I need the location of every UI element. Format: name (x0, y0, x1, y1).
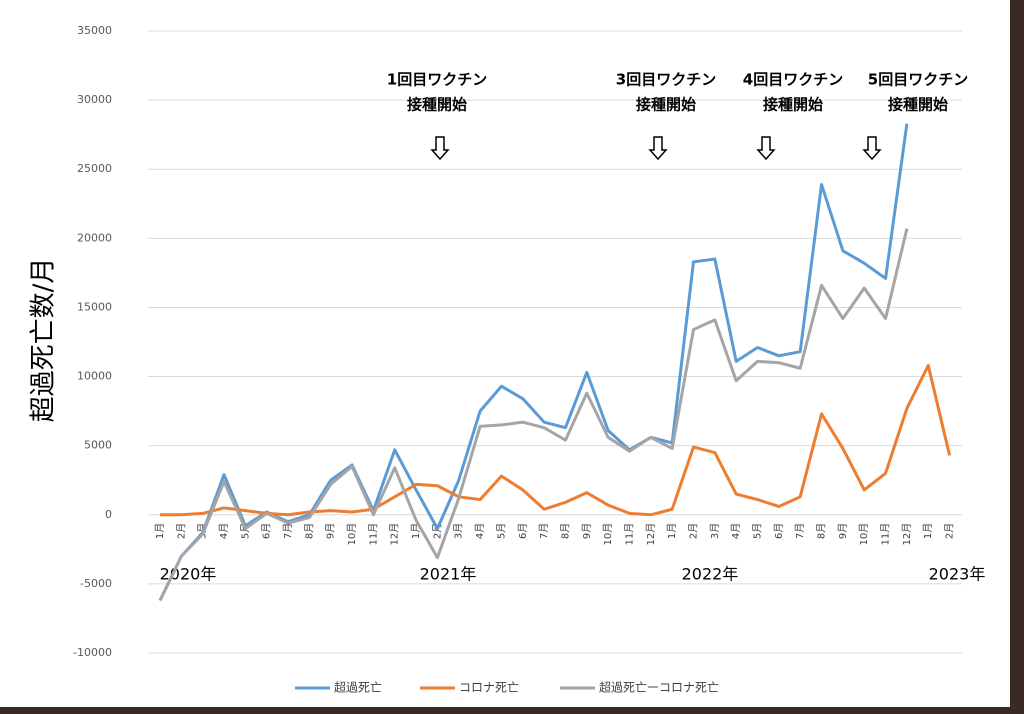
y-tick-label: 10000 (77, 370, 112, 383)
annotation-arrow (862, 136, 882, 161)
x-tick-label: 12月 (645, 523, 657, 546)
x-tick-label: 10月 (602, 523, 614, 546)
year-label: 2021年 (420, 565, 477, 584)
x-tick-label: 1月 (154, 523, 166, 539)
x-tick-label: 3月 (453, 523, 465, 539)
x-tick-label: 3月 (709, 523, 721, 539)
x-tick-label: 10月 (858, 523, 870, 546)
y-tick-label: 25000 (77, 162, 112, 175)
annotation: 接種開始 (407, 96, 467, 114)
x-tick-label: 8月 (303, 523, 315, 539)
x-tick-label: 11月 (880, 523, 892, 546)
annotation: 接種開始 (636, 96, 696, 114)
annotation-arrow (430, 136, 450, 161)
y-axis-label: 超過死亡数/月 (29, 258, 59, 423)
y-tick-label: -10000 (73, 646, 112, 659)
x-tick-label: 7月 (794, 523, 806, 539)
x-tick-label: 6月 (773, 523, 785, 539)
x-tick-label: 12月 (901, 523, 913, 546)
x-tick-label: 10月 (346, 523, 358, 546)
x-tick-label: 7月 (282, 523, 294, 539)
x-tick-label: 6月 (261, 523, 273, 539)
annotation-arrow (648, 136, 668, 161)
x-tick-label: 8月 (816, 523, 828, 539)
y-tick-label: 5000 (84, 439, 112, 452)
x-tick-label: 1月 (922, 523, 934, 539)
year-label: 2023年 (929, 565, 986, 584)
background (0, 0, 1010, 707)
y-tick-label: 20000 (77, 231, 112, 244)
x-tick-label: 1月 (666, 523, 678, 539)
x-tick-label: 12月 (389, 523, 401, 546)
series-line (160, 363, 952, 517)
x-tick-label: 9月 (325, 523, 337, 539)
y-tick-label: 0 (105, 508, 112, 521)
x-tick-label: 4月 (218, 523, 230, 539)
x-tick-label: 6月 (517, 523, 529, 539)
x-tick-label: 5月 (752, 523, 764, 539)
x-tick-label: 9月 (581, 523, 593, 539)
x-tick-label: 11月 (367, 523, 379, 546)
annotation: 5回目ワクチン (868, 71, 968, 89)
x-tick-label: 7月 (538, 523, 550, 539)
annotation-arrow (756, 136, 776, 161)
x-tick-label: 2月 (431, 523, 443, 539)
year-label: 2022年 (682, 565, 739, 584)
annotation: 接種開始 (888, 96, 948, 114)
x-tick-label: 8月 (559, 523, 571, 539)
x-tick-label: 5月 (495, 523, 507, 539)
x-tick-label: 11月 (623, 523, 635, 546)
x-tick-label: 2月 (944, 523, 956, 539)
annotation: 3回目ワクチン (616, 71, 716, 89)
annotation: 4回目ワクチン (743, 71, 843, 89)
series-line (158, 228, 909, 602)
annotation: 1回目ワクチン (387, 71, 487, 89)
legend-label: 超過死亡ーコロナ死亡 (599, 680, 719, 695)
y-tick-label: 35000 (77, 24, 112, 37)
legend-label: 超過死亡 (334, 680, 382, 695)
x-tick-label: 2月 (688, 523, 700, 539)
legend-label: コロナ死亡 (459, 681, 519, 695)
y-tick-label: 30000 (77, 93, 112, 106)
x-tick-label: 2月 (175, 523, 187, 539)
y-tick-label: -5000 (80, 577, 112, 590)
annotation: 接種開始 (763, 96, 823, 114)
x-tick-label: 4月 (474, 523, 486, 539)
x-tick-label: 9月 (837, 523, 849, 539)
x-tick-label: 4月 (730, 523, 742, 539)
y-tick-label: 15000 (77, 300, 112, 313)
